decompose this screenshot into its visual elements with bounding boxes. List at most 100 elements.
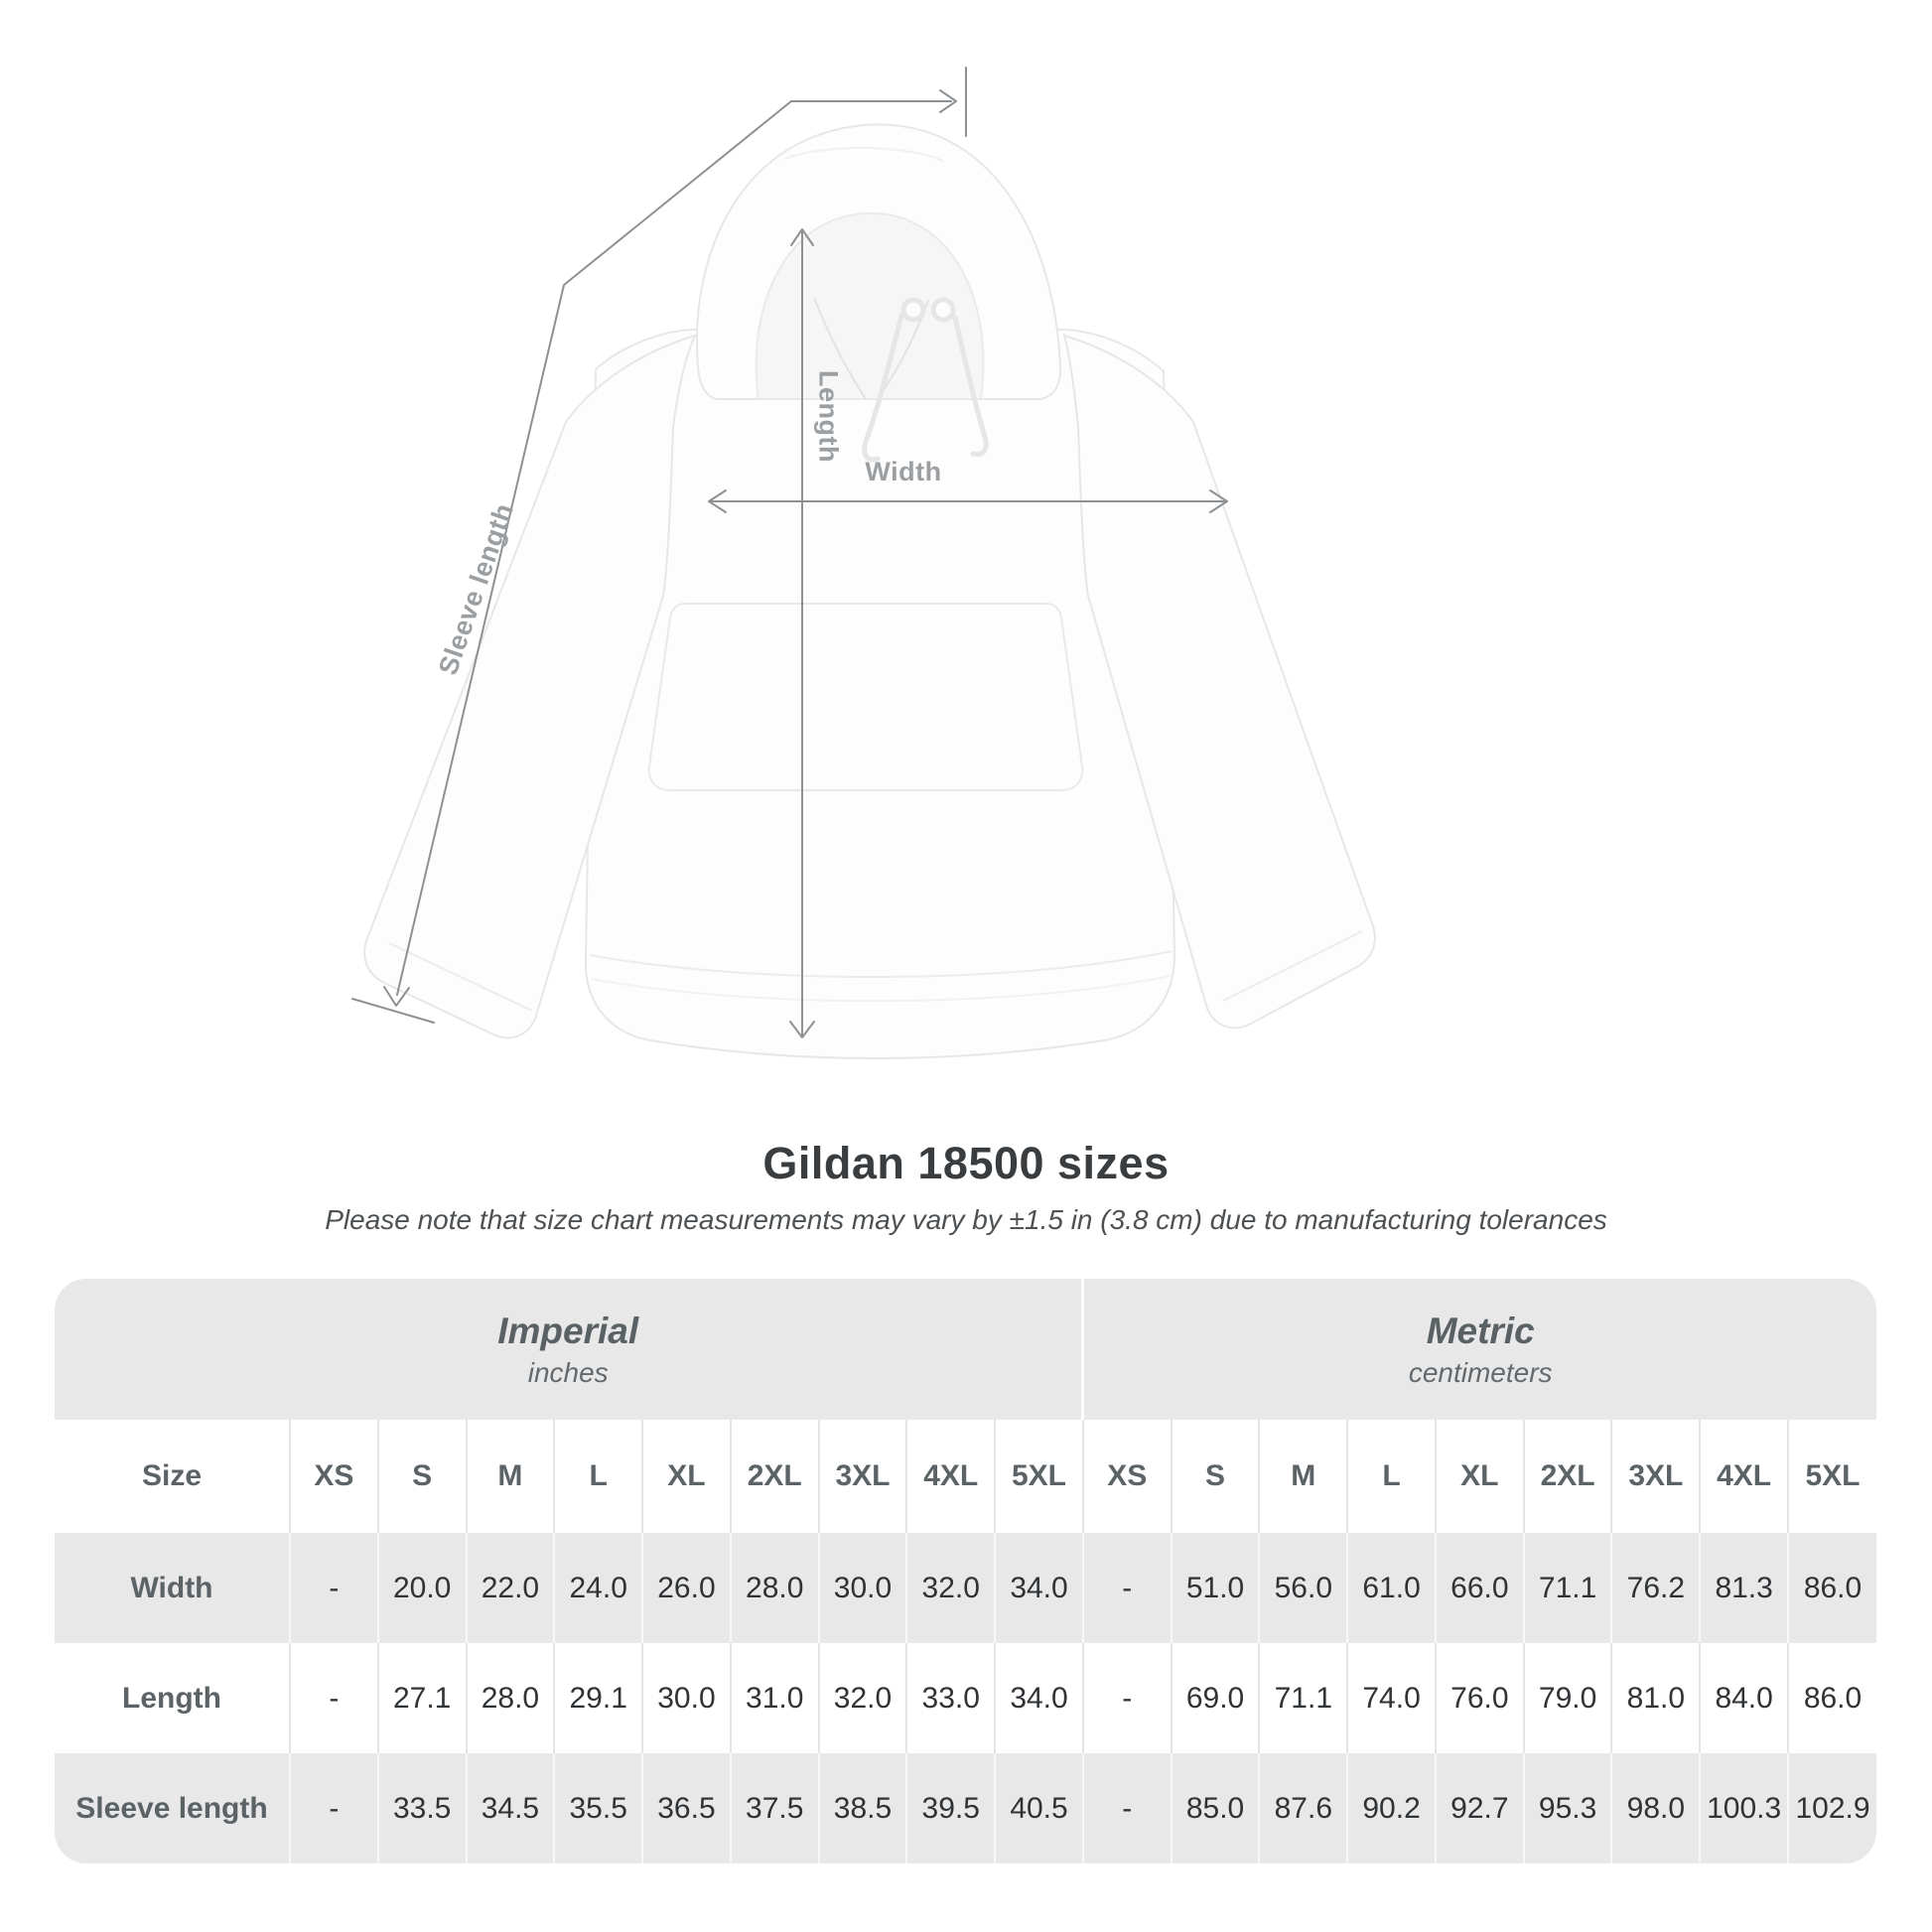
right-sleeve [1062,334,1376,1030]
measurement-cell: - [289,1533,378,1643]
size-header-cell: 4XL [1699,1420,1789,1533]
measurement-cell: 37.5 [729,1753,819,1863]
measurement-cell: 85.0 [1170,1753,1260,1863]
measurement-cell: 66.0 [1434,1533,1524,1643]
measurement-cell: 74.0 [1346,1643,1436,1753]
measurement-cell: 33.5 [376,1753,467,1863]
measurement-cell: 30.0 [641,1643,731,1753]
measurement-cell: 87.6 [1258,1753,1348,1863]
measurement-cell: 86.0 [1787,1643,1876,1753]
table-row: Sleeve length -33.5 34.5 35.5 36.5 37.5 38.5 39… [55,1753,1876,1863]
measurement-cell: 20.0 [376,1533,467,1643]
row-label: Length [55,1643,290,1753]
imperial-unit-label: inches [527,1356,609,1388]
measurement-cell: - [1081,1753,1172,1863]
size-header-cell: XL [1434,1420,1524,1533]
metric-label: Metric [1426,1310,1535,1351]
metric-unit-label: centimeters [1408,1356,1553,1388]
measurement-cell: 56.0 [1258,1533,1348,1643]
measurement-cell: 76.2 [1610,1533,1701,1643]
measurement-cell: - [1081,1643,1172,1753]
measurement-cell: 84.0 [1699,1643,1789,1753]
size-header-cell: L [553,1420,643,1533]
measurement-cell: 34.5 [465,1753,555,1863]
measurement-cell: 35.5 [553,1753,643,1863]
measurement-cell: 40.5 [994,1753,1083,1863]
size-header-cell: L [1346,1420,1436,1533]
right-cuff-seam [1222,930,1363,1002]
page-title: Gildan 18500 sizes [762,1138,1170,1188]
left-sleeve [363,334,697,1039]
measurement-cell: 31.0 [729,1643,819,1753]
measurement-cell: 69.0 [1170,1643,1260,1753]
measurement-cell: 34.0 [994,1643,1083,1753]
measurement-cell: - [1081,1533,1172,1643]
table-row: Width -20.0 22.0 24.0 26.0 28.0 30.0 32.0 34.0-5… [55,1533,1876,1643]
measurement-cell: 24.0 [553,1533,643,1643]
measurement-cell: - [289,1643,378,1753]
measurement-cell: 92.7 [1434,1753,1524,1863]
size-header-cell: 2XL [1522,1420,1612,1533]
measurement-cell: 29.1 [553,1643,643,1753]
measurement-cell: 81.0 [1610,1643,1701,1753]
left-cuff-seam [388,942,533,1012]
length-arrow [789,228,815,1038]
size-header-cell: XL [641,1420,731,1533]
measurement-cell: 32.0 [817,1643,907,1753]
hood-opening [755,211,985,400]
measurement-cell: 71.1 [1258,1643,1348,1753]
metric-section-header: Metric centimeters [1081,1279,1876,1420]
sleeve-length-arrow [351,67,967,1024]
measurement-cell: 79.0 [1522,1643,1612,1753]
unit-section-row: Imperial inches Metric centimeters [55,1279,1876,1420]
hoodie-diagram: Length Width Sleeve length [351,67,1376,1059]
measurement-cell: 27.1 [376,1643,467,1753]
measurement-cell: 102.9 [1787,1753,1876,1863]
measurement-cell: 34.0 [994,1533,1083,1643]
size-header-cell: M [465,1420,555,1533]
size-header-cell: 5XL [994,1420,1083,1533]
size-header-cell: 4XL [905,1420,996,1533]
measurement-cell: 26.0 [641,1533,731,1643]
size-table-container: Imperial inches Metric centimeters Size X… [55,1279,1876,1863]
size-header-cell: XS [289,1420,378,1533]
measurement-cell: 100.3 [1699,1753,1789,1863]
measurement-cell: 95.3 [1522,1753,1612,1863]
size-header-row: Size XS S M L XL 2XL 3XL 4XL 5XL XS S M L XL 2XL 3XL 4XL 5… [55,1420,1876,1533]
drawstrings [862,297,989,463]
measurement-cell: 32.0 [905,1533,996,1643]
measurement-cell: 86.0 [1787,1533,1876,1643]
kangaroo-pocket [647,603,1084,791]
hood-crossover-left [813,297,867,400]
measurement-cell: 90.2 [1346,1753,1436,1863]
imperial-section-header: Imperial inches [55,1279,1083,1420]
imperial-label: Imperial [497,1310,639,1351]
row-label: Width [55,1533,290,1643]
size-header-cell: 5XL [1787,1420,1876,1533]
size-header-cell: S [1170,1420,1260,1533]
measurement-cell: 71.1 [1522,1533,1612,1643]
measurement-cell: 76.0 [1434,1643,1524,1753]
width-measure-label: Width [865,457,942,486]
measurement-cell: 98.0 [1610,1753,1701,1863]
size-header-cell: XS [1081,1420,1172,1533]
hoodie-illustration [351,67,1376,1059]
measurement-cell: - [289,1753,378,1863]
measurement-cell: 81.3 [1699,1533,1789,1643]
size-column-title: Size [55,1420,290,1533]
table-row: Length -27.1 28.0 29.1 30.0 31.0 32.0 33.0 34.0-… [55,1643,1876,1753]
measurement-cell: 22.0 [465,1533,555,1643]
size-header-cell: M [1258,1420,1348,1533]
hem-seam [589,950,1173,979]
size-header-cell: 3XL [1610,1420,1701,1533]
measurement-cell: 28.0 [729,1533,819,1643]
measurement-cell: 28.0 [465,1643,555,1753]
tolerance-note: Please note that size chart measurements… [325,1204,1607,1235]
size-header-cell: S [376,1420,467,1533]
measurement-cell: 36.5 [641,1753,731,1863]
hem-seam-2 [591,975,1171,1003]
hood-top-seam [783,147,944,162]
measurement-cell: 30.0 [817,1533,907,1643]
size-table: Imperial inches Metric centimeters Size X… [55,1279,1876,1863]
